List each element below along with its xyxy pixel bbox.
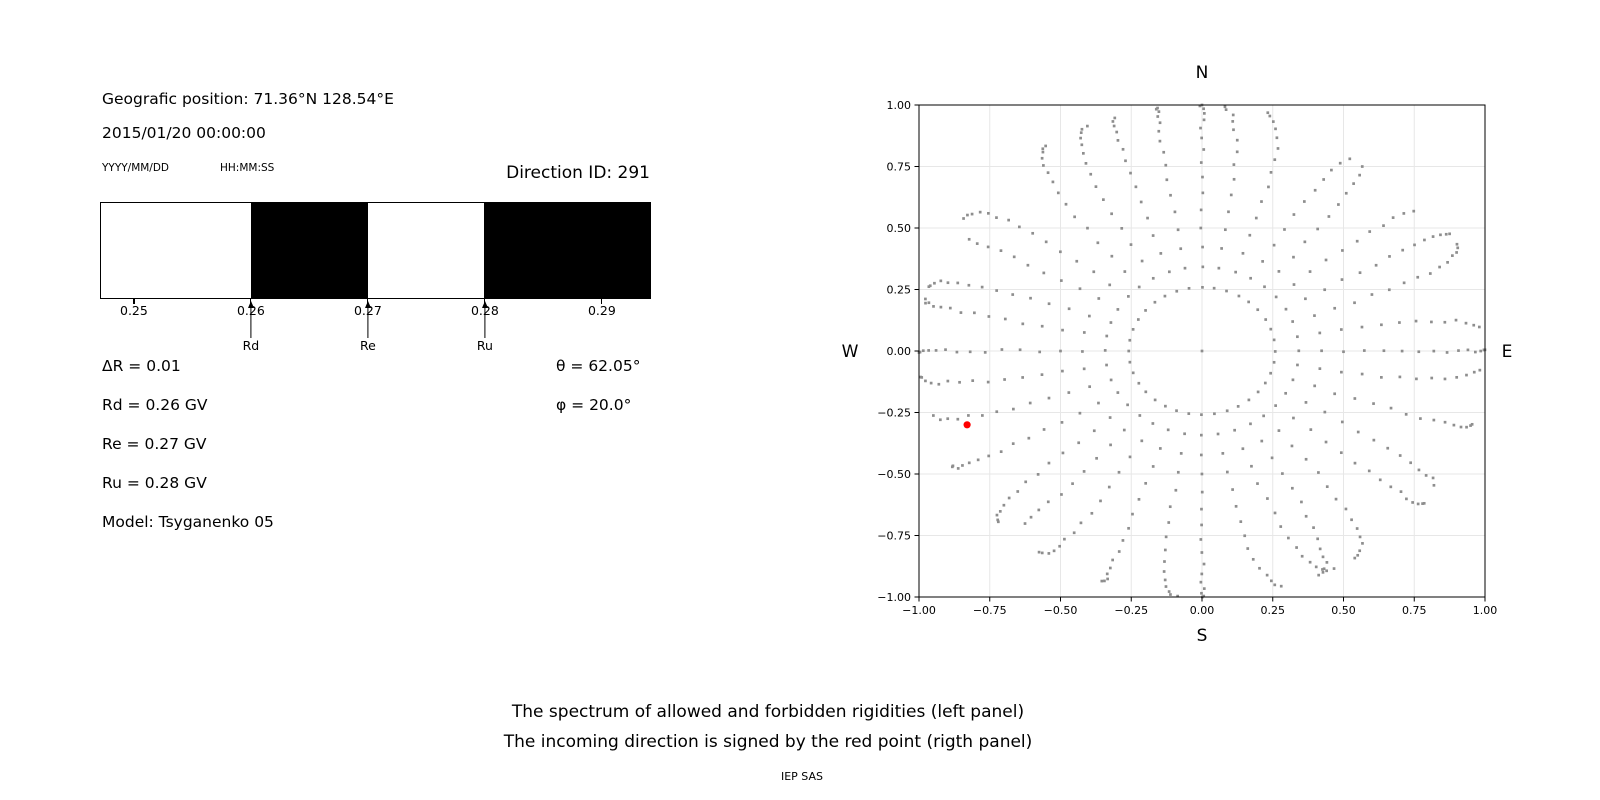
- marker-label: Rd: [242, 338, 260, 353]
- direction-id: Direction ID: 291: [506, 163, 650, 183]
- delta-r-value: ΔR = 0.01: [102, 357, 181, 375]
- spectrum-tick: [601, 299, 603, 304]
- y-tick-label: −0.50: [877, 468, 911, 481]
- forbidden-band: [484, 203, 650, 298]
- caption-line-2: The incoming direction is signed by the …: [503, 732, 1033, 752]
- y-tick-label: 0.00: [887, 345, 912, 358]
- compass-south-label: S: [1197, 626, 1208, 646]
- marker-arrow-stem: [484, 308, 486, 338]
- x-tick-label: −0.75: [973, 604, 1007, 617]
- rd-value: Rd = 0.26 GV: [102, 396, 208, 414]
- marker-arrow-stem: [250, 308, 252, 338]
- spectrum-tick-label: 0.29: [587, 303, 616, 318]
- theta-value: θ = 62.05°: [556, 357, 641, 375]
- direction-dots: [917, 103, 1487, 599]
- marker-arrow-icon: [481, 301, 488, 308]
- x-tick-label: −1.00: [902, 604, 936, 617]
- spectrum-frame: [100, 202, 651, 299]
- credit-label: IEP SAS: [780, 770, 824, 783]
- y-tick-label: 0.75: [887, 160, 912, 173]
- marker-arrow-stem: [367, 308, 369, 338]
- marker-arrow-icon: [247, 301, 254, 308]
- phi-value: φ = 20.0°: [556, 396, 632, 414]
- grid-lines: [919, 105, 1485, 597]
- marker-label: Ru: [476, 338, 493, 353]
- x-tick-label: 0.75: [1402, 604, 1427, 617]
- compass-west-label: W: [842, 342, 859, 362]
- compass-north-label: N: [1196, 63, 1209, 83]
- axis-ticks: −1.00 −0.75 −0.50 −0.25 0.00 0.25 0.50 0.75 1.00…: [877, 99, 1497, 617]
- x-tick-label: 1.00: [1473, 604, 1498, 617]
- y-tick-label: 1.00: [887, 99, 912, 112]
- datetime: 2015/01/20 00:00:00: [102, 124, 266, 142]
- ru-value: Ru = 0.28 GV: [102, 474, 207, 492]
- forbidden-band: [251, 203, 368, 298]
- x-tick-label: 0.25: [1261, 604, 1286, 617]
- spectrum-tick: [133, 299, 135, 304]
- direction-map-chart: −1.00 −0.75 −0.50 −0.25 0.00 0.25 0.50 0.75 1.00…: [842, 63, 1513, 646]
- y-tick-label: −0.75: [877, 529, 911, 542]
- y-tick-label: −0.25: [877, 406, 911, 419]
- x-tick-label: −0.25: [1114, 604, 1148, 617]
- spectrum-tick-label: 0.25: [120, 303, 148, 318]
- y-tick-label: 0.25: [887, 283, 912, 296]
- x-tick-label: −0.50: [1044, 604, 1078, 617]
- time-format-hint: HH:MM:SS: [220, 162, 275, 174]
- red-point: [963, 421, 971, 429]
- marker-arrow-icon: [364, 301, 371, 308]
- y-tick-label: 0.50: [887, 222, 912, 235]
- x-tick-label: 0.50: [1331, 604, 1356, 617]
- compass-east-label: E: [1502, 342, 1513, 362]
- re-value: Re = 0.27 GV: [102, 435, 207, 453]
- caption-line-1: The spectrum of allowed and forbidden ri…: [511, 702, 1025, 722]
- x-tick-label: 0.00: [1190, 604, 1215, 617]
- geographic-position: Geografic position: 71.36°N 128.54°E: [102, 90, 394, 108]
- date-format-hint: YYYY/MM/DD: [102, 162, 170, 174]
- model-name: Model: Tsyganenko 05: [102, 513, 274, 531]
- marker-label: Re: [359, 338, 376, 353]
- y-tick-label: −1.00: [877, 591, 911, 604]
